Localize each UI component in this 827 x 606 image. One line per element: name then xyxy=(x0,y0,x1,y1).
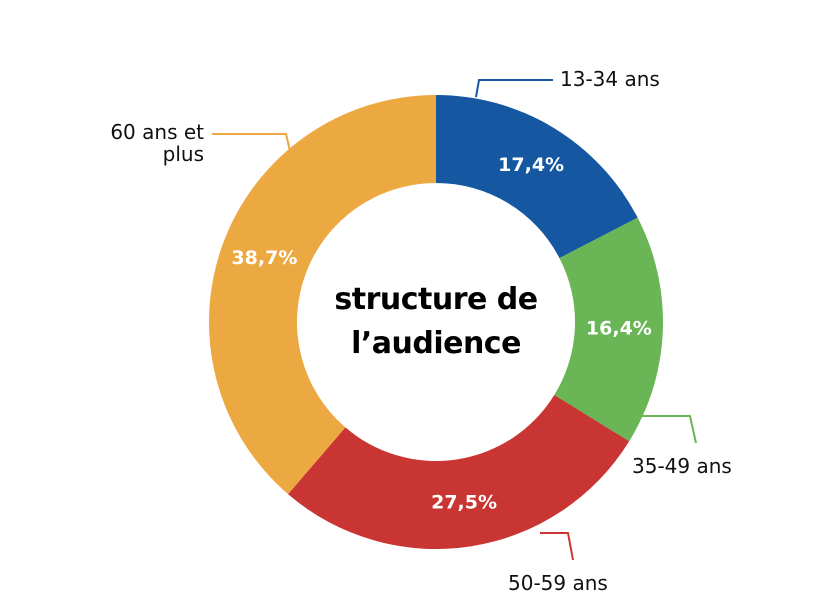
donut-segment xyxy=(436,95,638,259)
value-label: 27,5% xyxy=(431,491,497,513)
leader-line xyxy=(212,133,291,152)
category-label: 50-59 ans xyxy=(508,571,608,595)
leader-line xyxy=(540,532,574,561)
value-label: 16,4% xyxy=(586,317,652,339)
donut-segment xyxy=(554,217,663,442)
value-label: 17,4% xyxy=(498,154,564,176)
leader-line xyxy=(642,415,697,444)
leader-lines xyxy=(212,79,697,561)
chart-title: structure de l’audience xyxy=(334,282,538,361)
value-label: 38,7% xyxy=(231,247,297,269)
category-label: 60 ans et plus xyxy=(110,120,204,166)
category-label: 35-49 ans xyxy=(632,454,732,478)
donut-segment xyxy=(288,394,630,549)
category-label: 13-34 ans xyxy=(560,67,660,91)
leader-line xyxy=(475,79,553,98)
donut-segment xyxy=(208,95,436,495)
